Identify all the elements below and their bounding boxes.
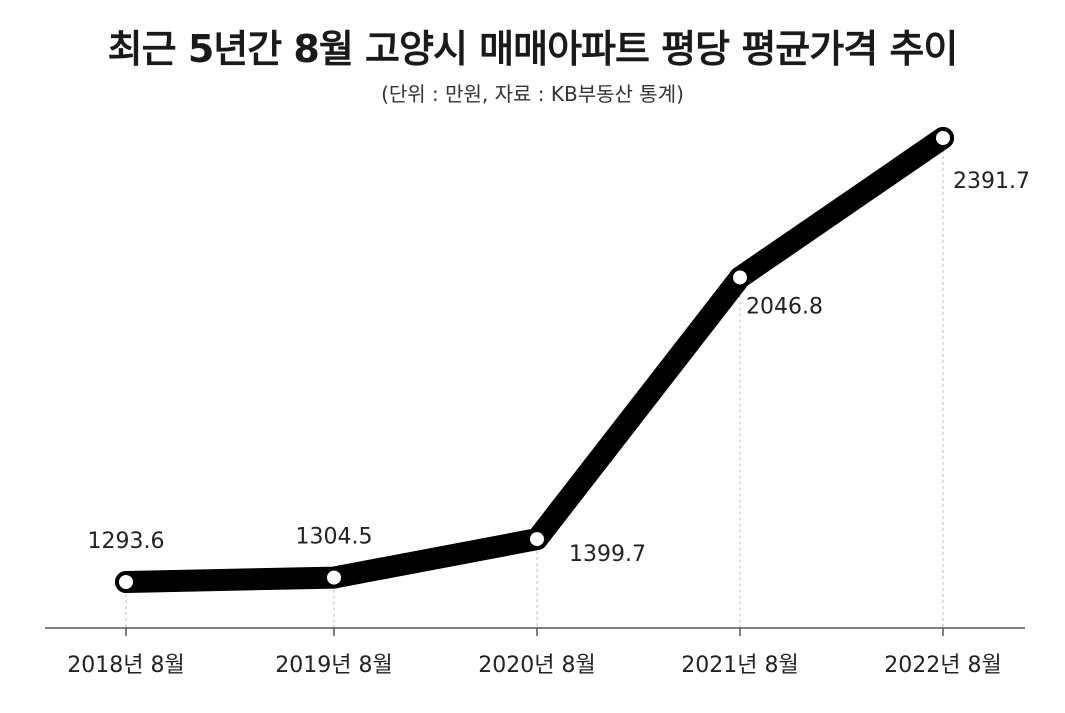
data-point-4 [932,127,954,149]
value-label-2: 1399.7 [569,542,646,567]
series-line [115,127,954,593]
x-tick-label-1: 2019년 8월 [275,653,392,678]
data-point-0 [115,571,137,593]
value-label-4: 2391.7 [953,169,1030,194]
x-tick-label-0: 2018년 8월 [67,653,184,678]
x-tick-label-4: 2022년 8월 [884,653,1001,678]
data-point-3 [729,266,751,289]
chart-subtitle: (단위 : 만원, 자료 : KB부동산 통계) [381,82,684,106]
value-label-1: 1304.5 [296,525,373,550]
value-label-3: 2046.8 [746,294,823,319]
data-point-1 [323,566,345,589]
x-tick-label-2: 2020년 8월 [478,653,595,678]
x-tick-label-3: 2021년 8월 [681,653,798,678]
value-label-0: 1293.6 [88,529,165,554]
data-point-2 [526,528,548,551]
chart-title: 최근 5년간 8월 고양시 매매아파트 평당 평균가격 추이 [107,27,959,71]
